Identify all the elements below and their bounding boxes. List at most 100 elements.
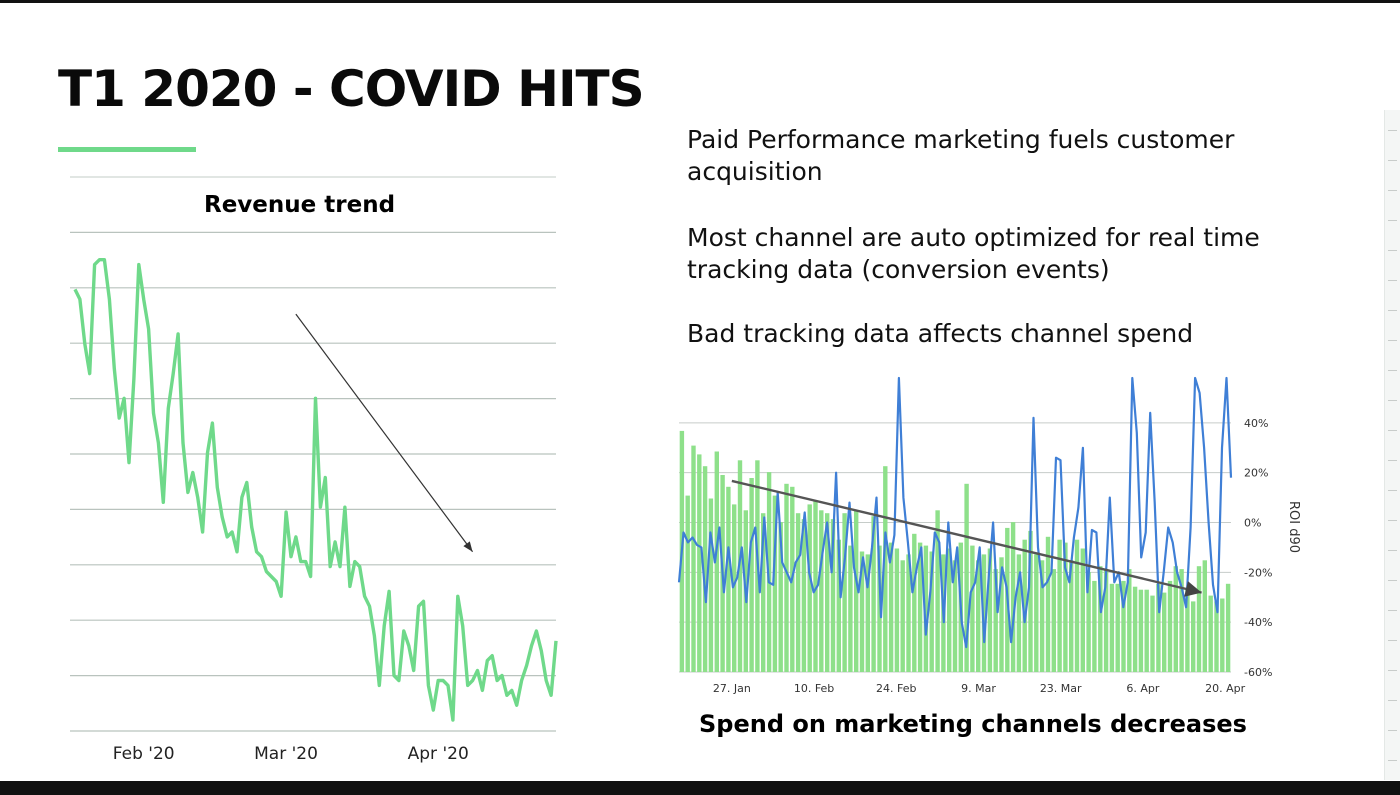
scroll-strip-mark [1388, 400, 1397, 401]
scroll-strip-mark [1388, 700, 1397, 701]
slide-title: T1 2020 - COVID HITS [58, 60, 645, 118]
spend-bar [1109, 583, 1115, 672]
spend-bar [702, 466, 708, 672]
spend-bar [947, 548, 952, 672]
spend-bar [1086, 572, 1091, 672]
spend-bar [1179, 569, 1184, 672]
spend-bar [1016, 554, 1022, 672]
spend-bar [970, 545, 975, 672]
spend-bar [912, 533, 917, 672]
title-underline [58, 147, 196, 152]
scroll-strip-mark [1388, 130, 1397, 131]
spend-bar [848, 545, 853, 672]
spend-bar [854, 510, 859, 672]
spend-bar [1057, 539, 1062, 672]
roi-line [677, 376, 1233, 649]
spend-bar [981, 554, 987, 672]
scroll-strip-mark [1388, 280, 1397, 281]
spend-bar [1144, 589, 1149, 672]
spend-x-tick: 23. Mar [1040, 682, 1082, 695]
scroll-strip-mark [1388, 490, 1397, 491]
spend-bar [993, 569, 998, 672]
spend-bar [685, 495, 690, 672]
spend-bar [1115, 583, 1120, 672]
spend-bar [761, 513, 766, 672]
spend-bar [1156, 583, 1161, 672]
spend-bar [1080, 548, 1085, 672]
spend-chart-caption: Spend on marketing channels decreases [699, 710, 1247, 738]
spend-bar [1173, 566, 1178, 672]
scroll-strip-mark [1388, 190, 1397, 191]
spend-bar [830, 519, 836, 672]
revenue-trend-arrow [295, 313, 474, 553]
spend-bar [1214, 601, 1219, 672]
bottom-border [0, 781, 1400, 795]
spend-bar [877, 545, 882, 672]
spend-bar [1196, 566, 1202, 672]
spend-bar [772, 495, 778, 672]
scroll-strip-mark [1388, 340, 1397, 341]
spend-bar [784, 483, 789, 672]
scroll-strip-mark [1388, 520, 1397, 521]
roi-y-tick: 40% [1244, 417, 1268, 430]
spend-bar [1138, 589, 1144, 672]
spend-bar [1202, 560, 1207, 672]
scroll-strip-mark [1388, 370, 1397, 371]
spend-bar [1063, 542, 1068, 672]
roi-y-tick: 20% [1244, 467, 1268, 480]
revenue-x-tick: Feb '20 [113, 744, 175, 764]
spend-bar [726, 486, 731, 672]
spend-bar [1185, 589, 1190, 672]
spend-bar [987, 548, 993, 672]
spend-bar [749, 478, 754, 672]
spend-bar [1162, 592, 1167, 672]
spend-bar [964, 483, 969, 672]
spend-bar [917, 542, 923, 672]
spend-bar [865, 554, 870, 672]
scroll-strip-mark [1388, 670, 1397, 671]
spend-bar [1208, 595, 1213, 672]
spend-bar [859, 551, 865, 672]
spend-bar [906, 554, 911, 672]
spend-bar [1191, 601, 1196, 672]
scroll-strip-mark [1388, 550, 1397, 551]
bullet-bad-tracking: Bad tracking data affects channel spend [687, 319, 1194, 348]
spend-bar [952, 560, 958, 672]
spend-bar [732, 504, 737, 672]
revenue-x-tick: Apr '20 [408, 744, 469, 764]
scroll-strip-mark [1388, 610, 1397, 611]
spend-bar [1034, 554, 1039, 672]
revenue-line [73, 258, 558, 722]
scroll-strip-mark [1388, 430, 1397, 431]
spend-bar [714, 451, 719, 672]
spend-bar [1092, 580, 1097, 672]
spend-bar [697, 454, 702, 672]
bullet-auto-optimized: Most channel are auto optimized for real… [687, 223, 1260, 284]
scroll-strip-mark [1388, 460, 1397, 461]
spend-bar [923, 545, 929, 672]
spend-x-tick: 10. Feb [794, 682, 834, 695]
revenue-trend-arrowhead [463, 541, 473, 552]
spend-bar [1220, 598, 1225, 672]
spend-bar [935, 510, 940, 672]
spend-x-tick: 27. Jan [713, 682, 751, 695]
roi-y-tick: 0% [1244, 517, 1261, 530]
spend-bar [1028, 530, 1033, 672]
spend-bar [825, 513, 830, 672]
spend-x-tick: 9. Mar [961, 682, 996, 695]
spend-bar [1103, 569, 1109, 672]
spend-bar [1167, 580, 1173, 672]
spend-bar [976, 560, 981, 672]
side-scroll-strip[interactable] [1384, 110, 1400, 780]
spend-bar [900, 560, 905, 672]
spend-bar [795, 513, 801, 672]
spend-bar [1051, 569, 1056, 672]
spend-bar [1039, 560, 1045, 672]
spend-bar [819, 510, 824, 672]
spend-bar [1045, 536, 1051, 672]
spend-bar [807, 504, 812, 672]
spend-bar [1069, 560, 1074, 672]
spend-bar [836, 539, 841, 672]
roi-y-tick: -20% [1244, 566, 1272, 579]
